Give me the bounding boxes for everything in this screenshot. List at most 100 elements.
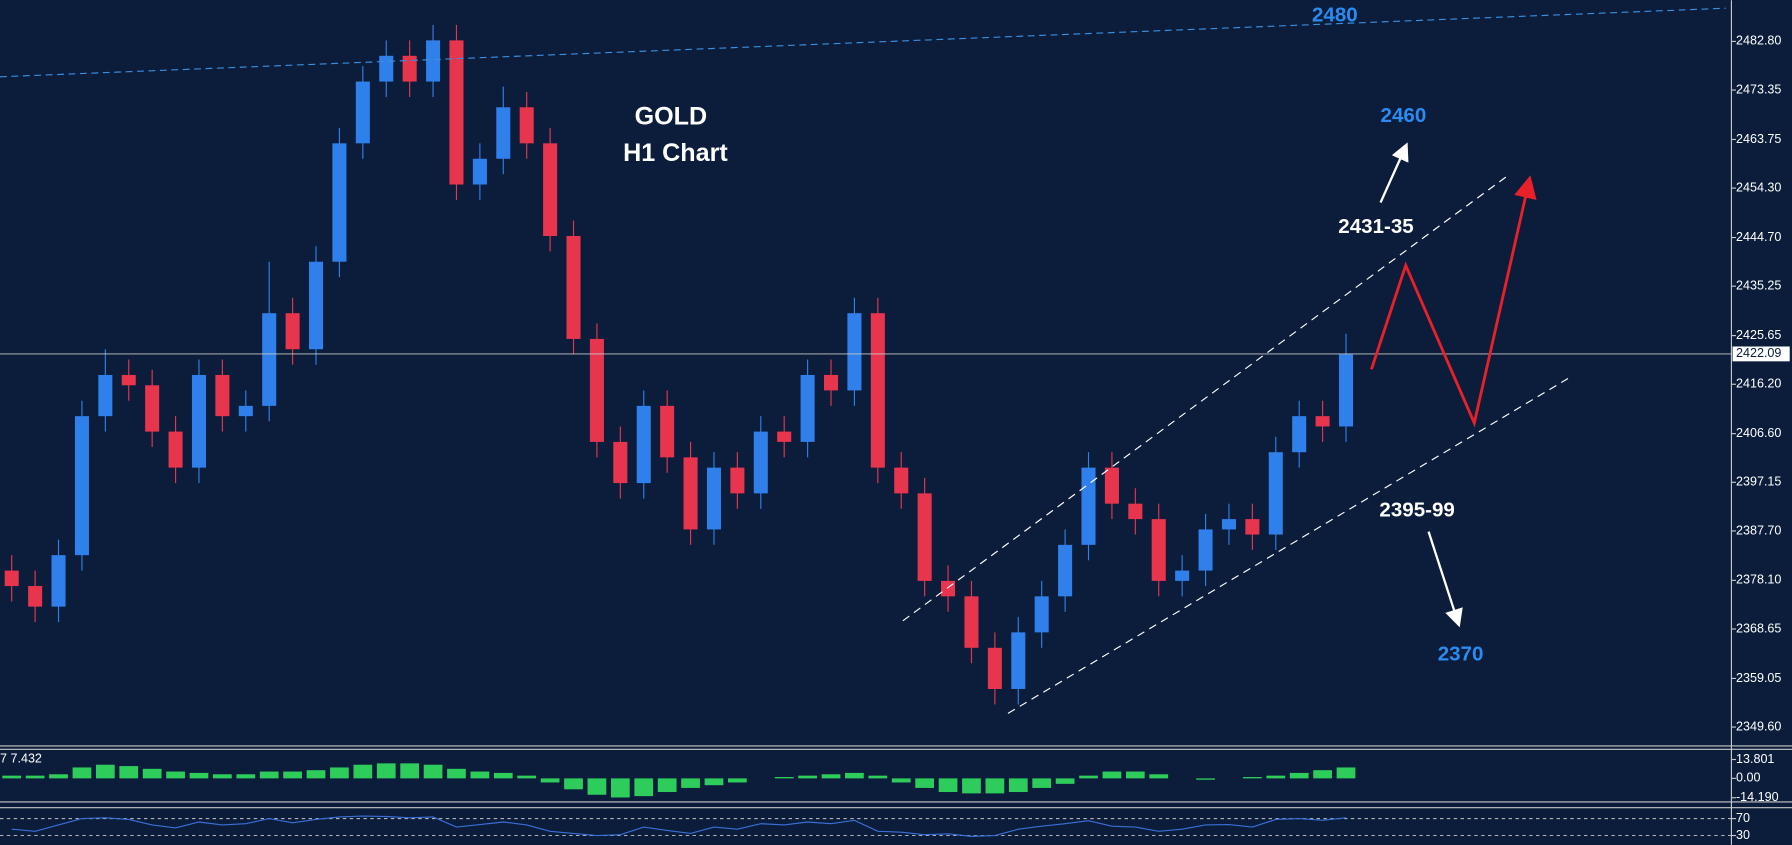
macd-bar [517,775,537,779]
candle-body [870,313,885,468]
candle-body [1081,467,1096,545]
y-tick-label: 2425.65 [1736,328,1781,342]
y-tick-label: 70 [1736,811,1750,825]
macd-bar [1125,771,1145,779]
y-tick-label: 2473.35 [1736,82,1781,96]
candle-body [1128,503,1143,520]
macd-bar [868,775,888,779]
y-tick-label: 2349.60 [1736,719,1781,733]
macd-bar [166,771,185,779]
macd-bar [213,774,232,779]
candle-body [894,467,909,494]
candle-body [660,405,675,458]
macd-bar [72,767,92,779]
y-tick-label: 2435.25 [1736,279,1781,293]
y-tick-label: 2454.30 [1736,180,1781,194]
macd-bar [119,766,139,779]
macd-bar [447,768,466,779]
macd-bar [845,772,864,779]
annotation: 2480 [1312,4,1358,27]
macd-bar [330,767,349,779]
macd-bar [1336,767,1356,779]
y-tick-label: 2368.65 [1736,621,1781,635]
macd-bar [985,778,1005,794]
y-tick-label: 13.801 [1736,752,1774,766]
candle-body [589,338,604,442]
candle-body [98,374,113,417]
macd-bar [306,770,326,779]
candle-body [1268,452,1283,535]
y-tick-label: 2444.70 [1736,230,1781,244]
annotation: 2460 [1381,104,1427,127]
candle-body [308,261,324,350]
macd-bar [1313,770,1332,779]
macd-bar [962,778,981,794]
macd-bar [634,778,654,797]
y-tick-label: 30 [1736,828,1750,842]
macd-bar [728,778,747,783]
macd-bar [1266,775,1286,779]
candle-body [964,596,979,648]
candle-body [74,416,89,556]
macd-bar [25,775,45,779]
candle-body [1315,416,1330,427]
candle-body [191,374,206,468]
macd-bar [1289,772,1309,779]
y-tick-label: -14.190 [1736,790,1779,804]
last-price-label: 2422.09 [1736,346,1781,360]
macd-bar [1196,778,1215,780]
macd-bar [774,777,794,779]
candle-body [285,313,300,350]
macd-bar [1102,771,1122,779]
macd-bar [1079,775,1098,779]
macd-bar [798,775,817,779]
candle-body [402,55,417,82]
candle-body [1058,544,1073,597]
candle-body [4,570,19,587]
macd-bar [376,763,396,779]
last-price-box [1732,346,1790,362]
macd-bar [540,778,560,783]
candle-body [379,55,394,82]
candle-body [262,313,277,406]
candle-body [28,586,43,607]
candle-body [1104,467,1119,504]
candle-body [426,40,441,82]
macd-bar [821,774,841,779]
macd-bar [1008,778,1028,793]
candle-body [917,493,932,581]
candle-body [145,385,160,432]
candle-body [355,81,370,144]
macd-bar [95,764,115,779]
annotation: 2431-35 [1338,215,1413,238]
macd-bar [1243,777,1262,779]
macd-bar [470,771,490,779]
macd-bar [493,772,513,779]
macd-bar [189,772,209,779]
candle-body [566,235,581,339]
y-tick-label: 2378.10 [1736,573,1781,587]
macd-bar [49,774,68,779]
candle-body [987,647,1002,689]
macd-bar [259,771,279,779]
candle-body [823,374,839,391]
macd-bar [2,775,22,779]
candle-body [519,107,534,144]
candle-body [449,40,464,185]
candle-body [472,158,487,185]
macd-bar [915,778,935,788]
macd-bar [681,778,700,788]
candle-body [1292,416,1307,453]
rsi-line [11,815,1347,837]
macd-bar [938,778,958,793]
candle-body [730,467,745,494]
y-tick-label: 2387.70 [1736,523,1781,537]
chart-title: GOLD [635,103,708,131]
candle-body [683,457,698,530]
candle-body [215,374,230,417]
annotation: 2370 [1438,643,1484,666]
